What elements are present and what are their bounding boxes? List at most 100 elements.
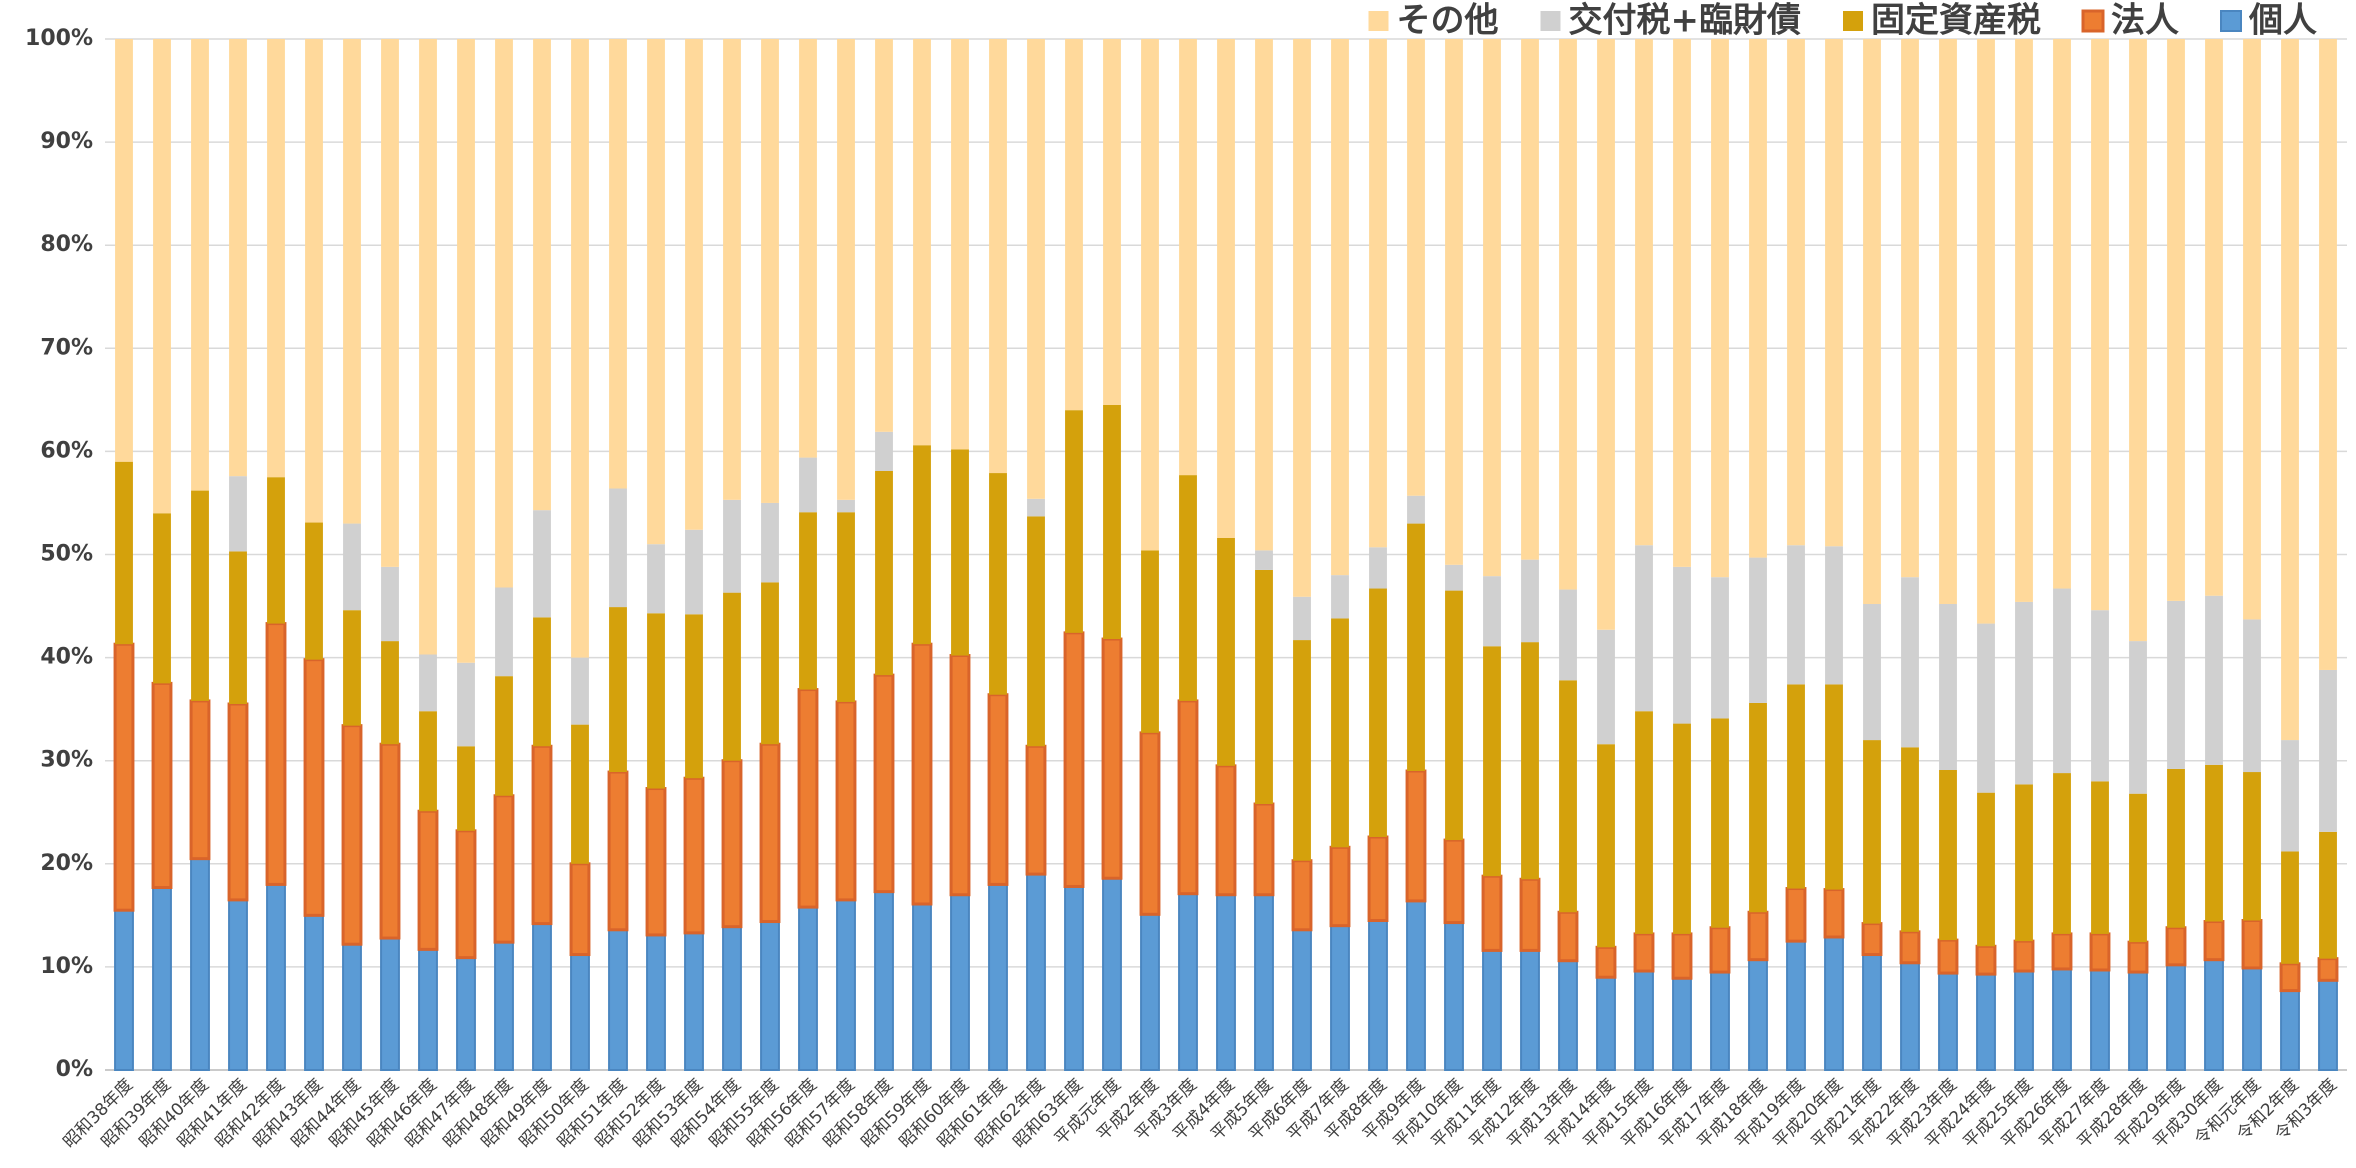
- y-tick-label: 30%: [40, 748, 93, 773]
- bar-segment: [229, 551, 247, 704]
- bar-segment: [267, 477, 285, 624]
- bar-segment: [607, 770, 629, 932]
- bar-segment: [1634, 970, 1654, 1071]
- bar-segment: [2053, 773, 2071, 934]
- bar-segment: [305, 39, 323, 523]
- bar-segment: [1672, 977, 1692, 1072]
- bar-segment: [647, 613, 665, 789]
- bar-segment: [1711, 718, 1729, 928]
- bar-segment: [2243, 619, 2261, 773]
- bar-segment: [115, 461, 133, 645]
- bar-segment: [837, 39, 855, 500]
- bar-segment: [721, 759, 743, 929]
- bar-segment: [1977, 792, 1995, 947]
- bar-segment: [2052, 967, 2072, 1071]
- bar-segment: [418, 948, 438, 1071]
- y-tick-label: 100%: [25, 26, 93, 51]
- bar-segment: [419, 711, 437, 812]
- bar-segment: [1557, 910, 1579, 963]
- bar-segment: [1862, 953, 1882, 1072]
- bar-segment: [533, 510, 551, 618]
- bar-segment: [1064, 885, 1084, 1071]
- bar-segment: [1445, 590, 1463, 841]
- bar-segment: [1331, 39, 1349, 576]
- bar-segment: [835, 700, 857, 902]
- legend-swatch: [1843, 11, 1863, 31]
- bar-segment: [1976, 973, 1996, 1072]
- bar-segment: [531, 744, 553, 926]
- bar-segment: [381, 566, 399, 642]
- bar-segment: [1823, 888, 1845, 939]
- bar-segment: [987, 693, 1009, 886]
- bar-segment: [1253, 802, 1275, 897]
- bar-segment: [304, 914, 324, 1071]
- bar-segment: [1597, 629, 1615, 745]
- bar-segment: [493, 794, 515, 944]
- bar-segment: [1635, 545, 1653, 712]
- bar-segment: [1520, 949, 1540, 1071]
- bar-segment: [2089, 932, 2111, 972]
- bar-segment: [2281, 740, 2299, 852]
- bar-segment: [1101, 637, 1123, 880]
- bar-segment: [2243, 39, 2261, 620]
- bar-segment: [266, 883, 286, 1071]
- bar-segment: [1787, 39, 1805, 546]
- bar-segment: [1671, 932, 1693, 980]
- bar-segment: [837, 499, 855, 513]
- bar-segment: [2279, 962, 2301, 993]
- bar-segment: [189, 699, 211, 861]
- bar-segment: [1407, 523, 1425, 772]
- bar-segment: [2129, 641, 2147, 794]
- bar-segment: [1483, 576, 1501, 647]
- bar-segment: [2013, 939, 2035, 973]
- y-tick-label: 40%: [40, 645, 93, 670]
- bar-segment: [685, 614, 703, 779]
- bar-segment: [1103, 405, 1121, 640]
- bar-segment: [343, 610, 361, 726]
- bar-segment: [571, 657, 589, 725]
- bar-segment: [875, 431, 893, 471]
- bar-segment: [1749, 557, 1767, 703]
- bar-segment: [1559, 39, 1577, 590]
- bar-segment: [1369, 588, 1387, 837]
- bar-segment: [1482, 949, 1502, 1071]
- bar-segment: [1027, 39, 1045, 499]
- bar-segment: [1747, 910, 1769, 962]
- bar-segment: [989, 39, 1007, 474]
- bar-segment: [2242, 966, 2262, 1072]
- bar-segment: [1748, 958, 1768, 1071]
- bar-segment: [2051, 932, 2073, 971]
- bar-segment: [759, 742, 781, 924]
- legend-label: その他: [1397, 1, 1499, 41]
- bar-segment: [341, 724, 363, 946]
- bar-segment: [151, 681, 173, 890]
- bar-segment: [1291, 859, 1313, 932]
- bar-segment: [381, 39, 399, 567]
- bar-segment: [228, 898, 248, 1072]
- bar-segment: [1901, 39, 1919, 578]
- bar-segment: [303, 658, 325, 917]
- bar-segment: [1673, 39, 1691, 567]
- bar-segment: [2205, 764, 2223, 922]
- bar-segment: [1025, 744, 1047, 876]
- bar-segment: [646, 933, 666, 1072]
- bar-segment: [532, 922, 552, 1072]
- bar-segment: [305, 522, 323, 660]
- bar-segment: [1141, 550, 1159, 733]
- bar-segment: [875, 39, 893, 432]
- bar-segment: [1558, 959, 1578, 1071]
- bar-segment: [2319, 669, 2337, 832]
- bar-segment: [685, 39, 703, 530]
- bar-segment: [647, 39, 665, 545]
- y-tick-label: 10%: [40, 954, 93, 979]
- bar-segment: [1975, 944, 1997, 976]
- bar-segment: [761, 582, 779, 745]
- y-tick-label: 0%: [56, 1057, 93, 1082]
- bar-segment: [1521, 642, 1539, 880]
- bar-segment: [1825, 684, 1843, 890]
- bar-segment: [115, 39, 133, 462]
- bar-segment: [2166, 963, 2186, 1072]
- bar-segment: [2091, 610, 2109, 782]
- bar-segment: [2205, 39, 2223, 596]
